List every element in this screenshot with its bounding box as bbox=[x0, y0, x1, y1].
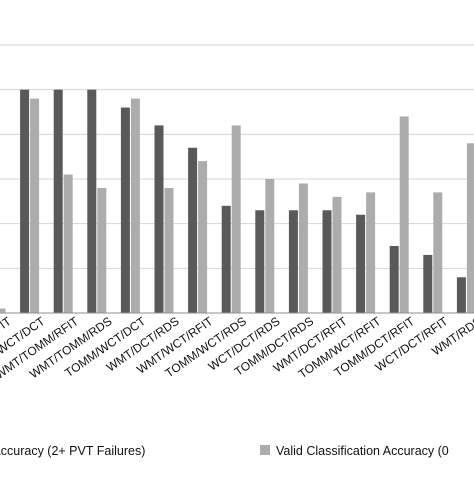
x-tick-label: IT bbox=[0, 314, 14, 332]
bar-series-2 bbox=[130, 98, 140, 313]
bar-series-2 bbox=[466, 143, 474, 313]
bar-series-1 bbox=[356, 214, 366, 313]
bar-series-2 bbox=[433, 192, 443, 313]
bar-series-1 bbox=[154, 125, 164, 314]
bar-series-2 bbox=[366, 192, 376, 313]
bar-series-2 bbox=[399, 116, 409, 313]
bar-series-1 bbox=[456, 277, 466, 313]
bar-series-1 bbox=[322, 210, 332, 313]
legend: Classification Accuracy (2+ PVT Failures… bbox=[0, 444, 449, 458]
bars bbox=[0, 89, 474, 314]
bar-series-1 bbox=[20, 89, 30, 314]
bar-series-2 bbox=[63, 174, 73, 313]
bar-series-1 bbox=[221, 205, 231, 313]
bar-series-1 bbox=[53, 89, 63, 314]
legend-label-series-2: Valid Classification Accuracy (0 bbox=[276, 444, 449, 458]
bar-series-2 bbox=[0, 308, 6, 313]
bar-series-2 bbox=[97, 187, 107, 313]
bar-series-2 bbox=[198, 161, 208, 313]
bar-series-1 bbox=[87, 89, 97, 314]
bar-series-1 bbox=[288, 210, 298, 313]
bar-series-1 bbox=[255, 210, 265, 313]
bar-series-2 bbox=[231, 125, 241, 314]
bar-series-1 bbox=[389, 246, 399, 313]
bar-series-1 bbox=[188, 147, 198, 313]
bar-series-2 bbox=[265, 179, 275, 313]
legend-swatch-series-2 bbox=[260, 445, 270, 455]
bar-series-2 bbox=[298, 183, 308, 313]
legend-label-series-1: Classification Accuracy (2+ PVT Failures… bbox=[0, 444, 145, 458]
bar-series-2 bbox=[332, 196, 342, 313]
x-tick-labels: ITWCT/DCTWMT/TOMM/RFITWMT/TOMM/RDSTOMM/W… bbox=[0, 314, 474, 382]
bar-series-2 bbox=[30, 98, 40, 313]
bar-series-1 bbox=[120, 107, 130, 314]
bar-series-2 bbox=[164, 187, 174, 313]
bar-series-1 bbox=[423, 254, 433, 313]
